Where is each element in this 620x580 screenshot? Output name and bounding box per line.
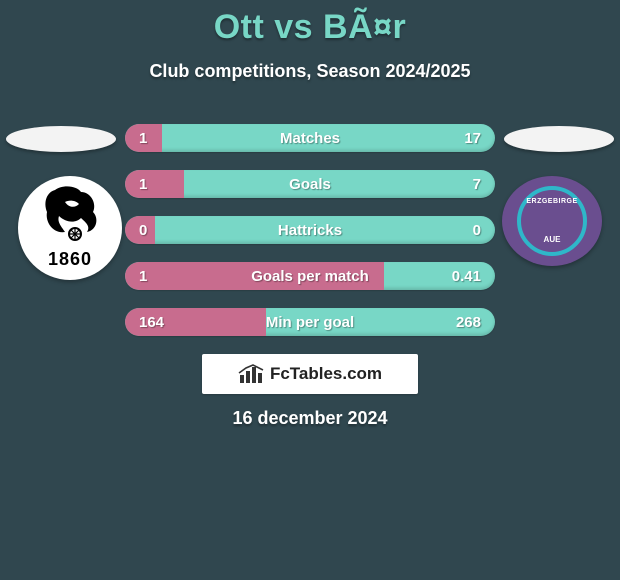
- player-ellipse-left: [6, 126, 116, 152]
- stat-label: Goals per match: [125, 262, 495, 290]
- stat-bar: 17Goals: [125, 170, 495, 198]
- chart-icon: [238, 363, 264, 385]
- stat-bar: 164268Min per goal: [125, 308, 495, 336]
- stats-bars: 117Matches 17Goals 00Hattricks 10.41Goals p…: [125, 124, 495, 354]
- team-left-year: 1860: [48, 249, 92, 270]
- stat-bar: 10.41Goals per match: [125, 262, 495, 290]
- team-right-ring: ERZGEBIRGE AUE: [517, 186, 587, 256]
- stat-bar: 117Matches: [125, 124, 495, 152]
- lion-icon: [35, 182, 105, 242]
- stat-bar: 00Hattricks: [125, 216, 495, 244]
- team-right-bottom-text: AUE: [544, 235, 561, 244]
- page-title: Ott vs BÃ¤r: [0, 0, 620, 47]
- player-ellipse-right: [504, 126, 614, 152]
- team-logo-left: 1860: [18, 176, 122, 280]
- team-right-top-text: ERZGEBIRGE: [526, 198, 577, 205]
- stat-label: Matches: [125, 124, 495, 152]
- date-label: 16 december 2024: [0, 408, 620, 429]
- team-logo-right: ERZGEBIRGE AUE: [502, 176, 602, 266]
- page-subtitle: Club competitions, Season 2024/2025: [0, 61, 620, 82]
- brand-box[interactable]: FcTables.com: [202, 354, 418, 394]
- stat-label: Hattricks: [125, 216, 495, 244]
- stat-label: Goals: [125, 170, 495, 198]
- brand-text: FcTables.com: [270, 364, 382, 384]
- stat-label: Min per goal: [125, 308, 495, 336]
